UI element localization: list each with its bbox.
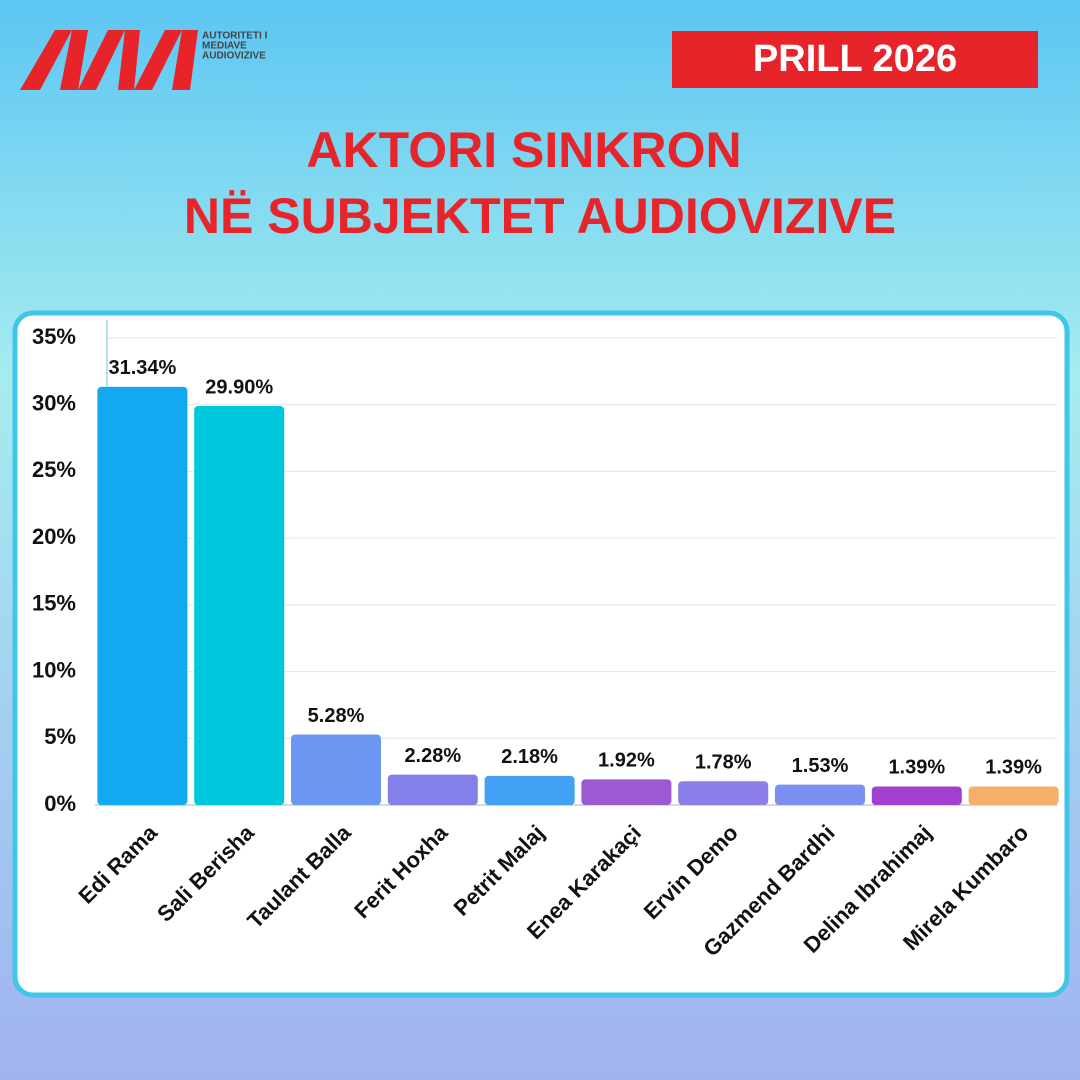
value-label: 1.39% (888, 757, 945, 779)
y-tick-label: 0% (44, 791, 76, 816)
bar (774, 784, 866, 805)
value-label: 2.18% (501, 746, 558, 768)
bar (387, 774, 478, 805)
y-tick-label: 35% (32, 324, 76, 349)
bar (581, 779, 672, 805)
y-tick-label: 10% (32, 657, 76, 682)
bar (968, 786, 1059, 805)
bar (290, 734, 382, 805)
logo-mark (20, 30, 198, 90)
bar (97, 386, 188, 805)
value-label: 29.90% (205, 376, 273, 398)
date: PRILL 2026 (753, 38, 957, 80)
value-label: 5.28% (308, 705, 365, 727)
chart-title: NË SUBJEKTET AUDIOVIZIVE (184, 188, 896, 244)
logo-text: AUTORITETI I (202, 31, 268, 42)
bar (484, 775, 575, 805)
bar (871, 786, 962, 805)
value-label: 1.78% (695, 752, 752, 774)
value-label: 1.92% (598, 750, 655, 772)
y-tick-label: 20% (32, 524, 76, 549)
y-tick-label: 5% (44, 724, 76, 749)
y-tick-label: 30% (32, 391, 76, 416)
chart-title: AKTORI SINKRON (306, 122, 741, 178)
y-tick-label: 25% (32, 457, 76, 482)
value-label: 31.34% (108, 357, 176, 379)
date-badge (672, 31, 1038, 88)
y-tick-label: 15% (32, 591, 76, 616)
bar (678, 781, 769, 805)
value-label: 2.28% (404, 745, 461, 767)
logo-text: MEDIAVE (202, 41, 247, 52)
logo-text: AUDIOVIZIVE (202, 51, 266, 62)
value-label: 1.39% (985, 757, 1042, 779)
bar (194, 406, 285, 805)
value-label: 1.53% (792, 755, 849, 777)
